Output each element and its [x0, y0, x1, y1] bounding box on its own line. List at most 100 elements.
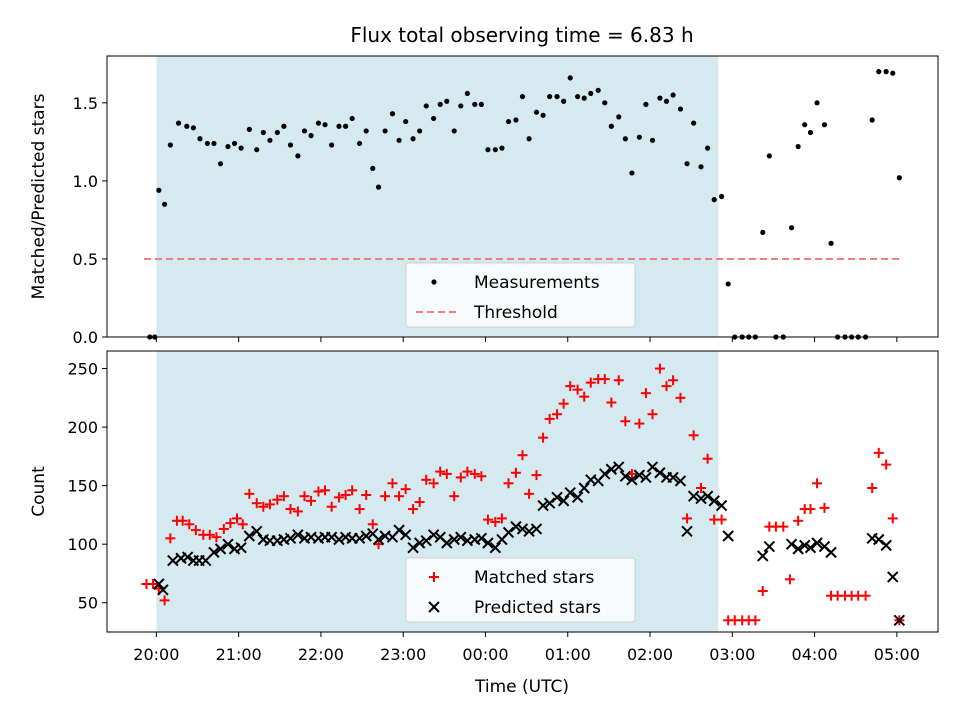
x-b	[626, 474, 638, 486]
matched-star-point	[860, 590, 871, 601]
matched-star-point	[873, 447, 884, 458]
top-panel-legend: Measurements Threshold	[405, 262, 636, 328]
matched-star-point	[634, 418, 645, 429]
x-b	[399, 529, 412, 541]
predicted-star-point	[654, 467, 666, 479]
matched-star-point	[867, 482, 878, 493]
bottom-panel-x-ticks: 20:00 21:00 22:00 23:00 00:00 01:00 02:00 03:00…	[133, 632, 920, 664]
predicted-star-point	[887, 571, 899, 583]
x-b	[605, 463, 618, 475]
x-b	[695, 492, 707, 505]
measurement-point	[883, 69, 889, 75]
measurement-point	[608, 123, 614, 129]
predicted-star-point	[502, 526, 515, 539]
measurement-point	[396, 137, 402, 143]
matched-star-point	[225, 518, 236, 529]
measurement-point	[274, 129, 280, 136]
predicted-star-point	[722, 530, 734, 542]
bottom-panel-legend: Matched stars Predicted stars	[405, 557, 636, 623]
x-b	[284, 532, 297, 545]
measurement-point	[691, 120, 697, 126]
x-b	[571, 491, 584, 504]
x-b	[646, 461, 659, 473]
matched-star-point	[778, 521, 789, 532]
measurement-point	[403, 118, 409, 125]
measurement-point	[370, 165, 376, 171]
matched-star-point	[272, 494, 283, 505]
matched-star-point	[177, 515, 188, 526]
predicted-star-point	[427, 529, 440, 541]
measurement-point	[492, 147, 498, 153]
x-b	[715, 499, 728, 512]
measurement-point	[616, 114, 622, 120]
x-b	[153, 578, 165, 590]
predicted-star-point	[757, 550, 769, 562]
top-panel-x-ticks	[155, 337, 898, 342]
matched-star-point	[881, 459, 892, 470]
predicted-star-point	[530, 523, 543, 535]
matched-star-point	[428, 478, 439, 489]
x-b	[667, 471, 679, 484]
measurement-point	[677, 106, 684, 112]
matched-star-point	[299, 491, 310, 502]
matched-star-point	[510, 467, 521, 478]
measurement-point	[231, 140, 238, 147]
matched-star-point	[812, 478, 823, 489]
x-b	[235, 541, 247, 554]
predicted-star-point	[510, 520, 522, 533]
matched-star-point	[449, 491, 460, 502]
x-b	[367, 527, 379, 540]
predicted-star-point	[441, 537, 453, 549]
legend-label-measurements: Measurements	[474, 273, 600, 293]
predicted-star-point	[799, 539, 811, 552]
predicted-star-point	[523, 525, 535, 538]
x-b	[799, 539, 811, 552]
x-b	[214, 543, 227, 555]
matched-star-point	[400, 484, 411, 495]
matched-star-point	[647, 409, 658, 420]
x-b	[360, 530, 372, 542]
predicted-star-point	[393, 524, 405, 536]
matched-star-point	[165, 533, 176, 544]
x-b	[353, 532, 366, 545]
x-b	[222, 538, 234, 550]
measurement-point	[389, 111, 396, 117]
x-b	[757, 550, 769, 562]
measurement-point	[554, 93, 560, 100]
matched-star-point	[204, 529, 215, 540]
x-b	[613, 461, 625, 473]
x-tick-label: 00:00	[462, 645, 508, 664]
matched-star-point	[490, 516, 501, 527]
measurement-point	[602, 100, 608, 106]
measurement-point	[444, 98, 450, 104]
matched-star-point	[320, 485, 331, 496]
x-b	[448, 533, 460, 546]
predicted-star-point	[235, 541, 247, 554]
measurement-point	[238, 145, 244, 151]
predicted-star-point	[571, 491, 584, 504]
predicted-star-point	[407, 541, 419, 554]
predicted-star-point	[243, 530, 256, 542]
x-b	[420, 534, 432, 547]
legend-label-matched: Matched stars	[474, 568, 594, 588]
measurement-point	[526, 136, 532, 142]
predicted-star-point	[475, 532, 488, 545]
legend-box	[405, 557, 636, 623]
measurement-point	[451, 128, 457, 134]
matched-star-point	[682, 513, 693, 524]
measurement-point	[795, 143, 801, 150]
x-axis-label: Time (UTC)	[474, 677, 569, 697]
matched-star-point	[258, 501, 269, 512]
measurement-point	[156, 187, 162, 193]
predicted-star-point	[646, 461, 659, 473]
x-b	[325, 531, 338, 543]
measurement-point	[167, 142, 173, 148]
predicted-star-point	[681, 525, 693, 538]
x-b	[873, 533, 885, 546]
measurement-point	[711, 197, 717, 203]
measurement-point	[705, 145, 711, 151]
measurements-series	[147, 69, 902, 340]
x-b	[461, 534, 474, 547]
measurement-point	[561, 98, 567, 104]
predicted-star-point	[222, 538, 234, 550]
